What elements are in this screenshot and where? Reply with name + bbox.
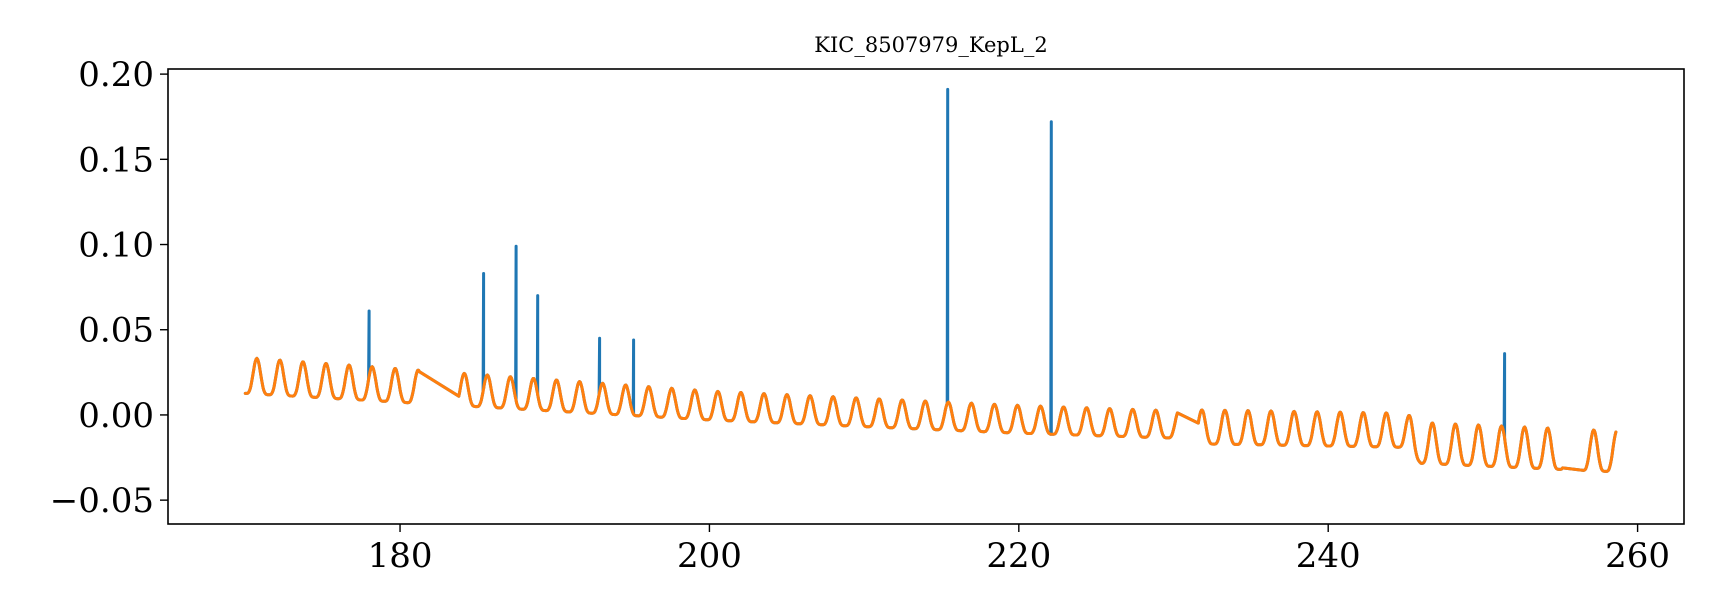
plot-area [243, 87, 1618, 473]
x-tick-label: 260 [1605, 536, 1670, 576]
series-line-2 [243, 356, 1618, 473]
x-axis: 180 200 220 240 260 [368, 524, 1670, 576]
y-tick-label: 0.10 [78, 226, 154, 266]
y-tick-label: 0.05 [78, 311, 154, 351]
chart-title: KIC_8507979_KepL_2 [814, 33, 1047, 57]
y-tick-label: 0.15 [78, 140, 154, 180]
y-axis: −0.05 0.00 0.05 0.10 0.15 0.20 [50, 55, 168, 521]
x-tick-label: 180 [368, 536, 433, 576]
y-tick-label: −0.05 [50, 481, 154, 521]
y-tick-label: 0.00 [78, 396, 154, 436]
axes-frame [167, 68, 1685, 525]
x-tick-label: 240 [1296, 536, 1361, 576]
y-tick-label: 0.20 [78, 55, 154, 95]
x-tick-label: 220 [986, 536, 1051, 576]
x-tick-label: 200 [677, 536, 742, 576]
